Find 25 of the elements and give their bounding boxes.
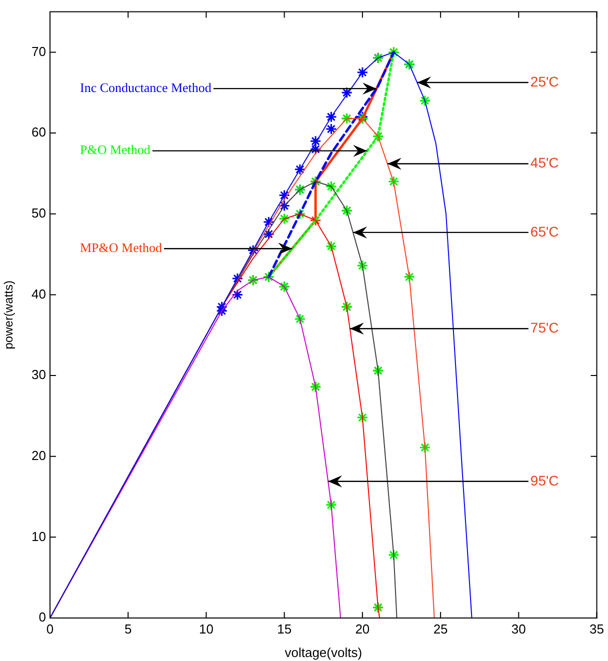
annotation: MP&O Method	[80, 240, 162, 256]
y-tick-label: 30	[32, 367, 46, 382]
x-tick-label: 25	[433, 621, 448, 636]
y-tick-label: 60	[32, 124, 46, 140]
x-tick-label: 20	[355, 621, 370, 636]
x-axis-title: voltage(volts)	[284, 644, 362, 660]
annotation: 45'C	[530, 154, 559, 171]
y-tick-label: 10	[32, 528, 46, 544]
y-tick-label: 50	[32, 205, 46, 220]
x-tick-label: 5	[124, 621, 132, 636]
y-tick-label: 0	[38, 610, 46, 625]
annotation: P&O Method	[80, 142, 151, 158]
annotation: 95'C	[530, 472, 559, 488]
y-tick-label: 40	[32, 286, 46, 302]
annotation: 65'C	[530, 223, 559, 240]
annotation: 75'C	[530, 320, 559, 336]
x-tick-label: 35	[590, 621, 604, 636]
annotation: 25'C	[530, 73, 559, 90]
x-tick-label: 15	[277, 621, 292, 636]
y-axis-title: power(watts)	[2, 280, 16, 350]
annotation: Inc Conductance Method	[80, 80, 212, 96]
x-tick-label: 10	[198, 621, 214, 636]
x-tick-label: 30	[511, 621, 526, 636]
y-tick-label: 20	[32, 448, 46, 463]
y-tick-label: 70	[32, 44, 46, 59]
